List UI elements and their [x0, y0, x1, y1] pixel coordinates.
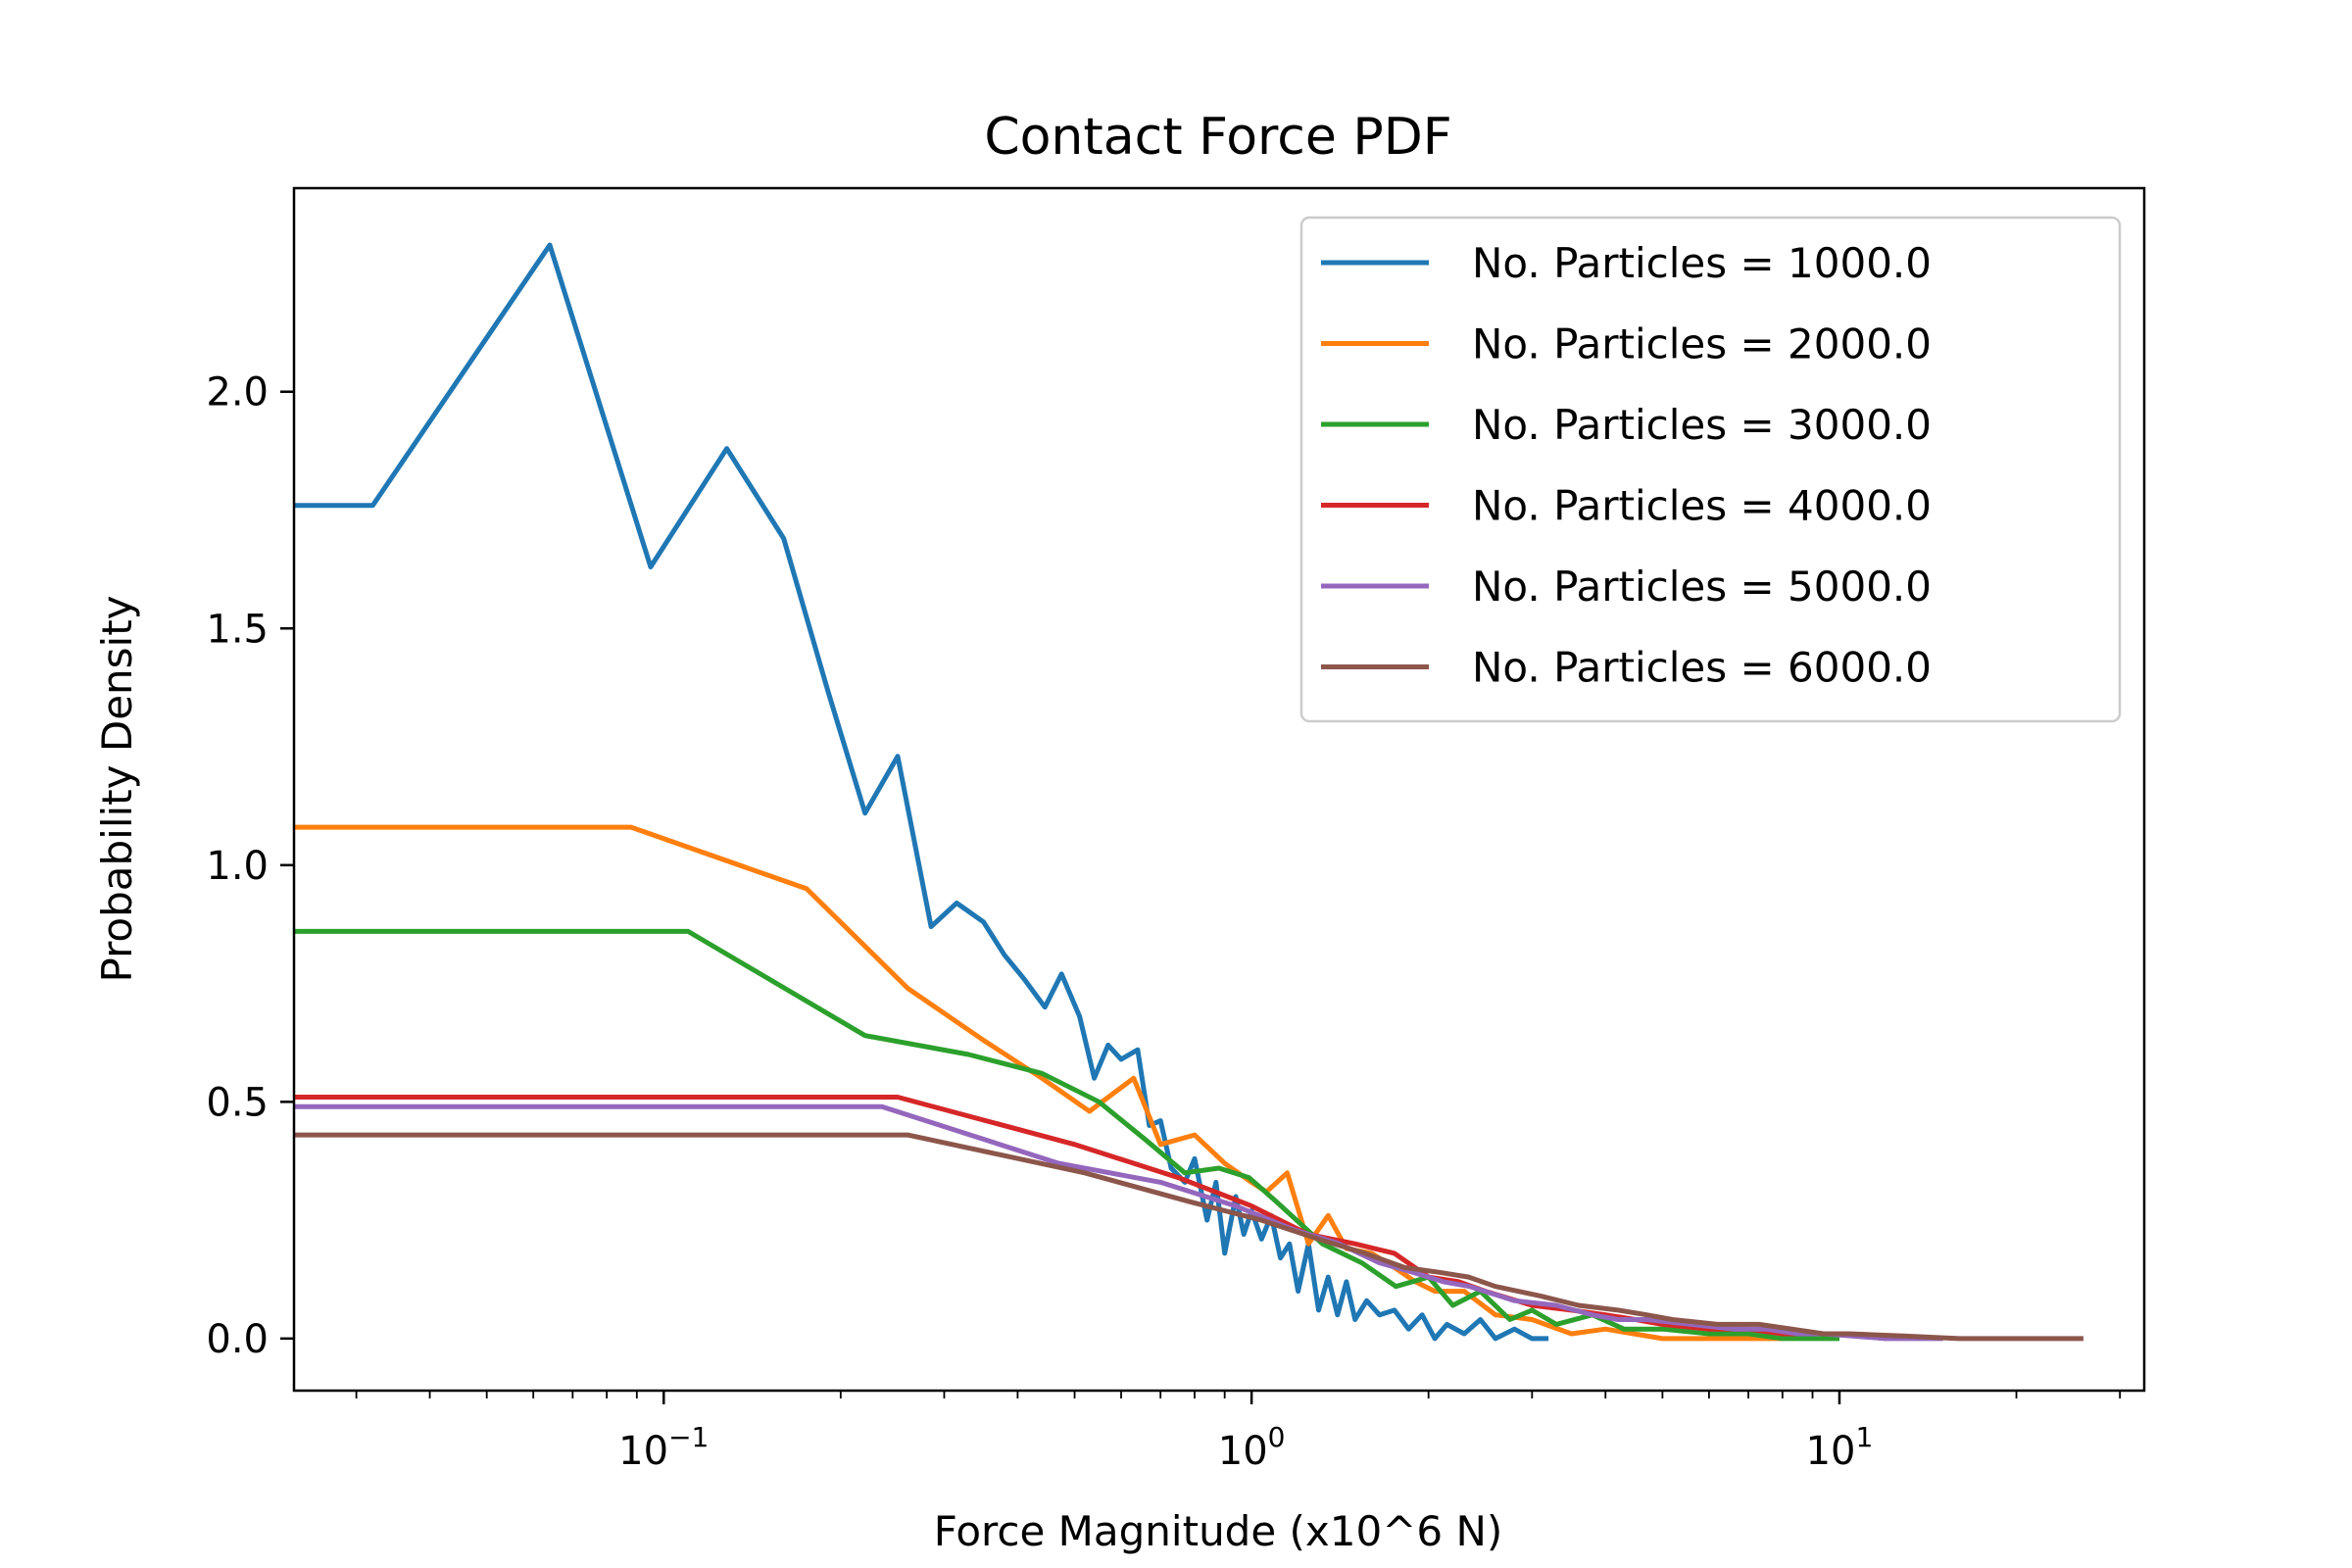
x-axis-label: Force Magnitude (x10^6 N) — [934, 1507, 1503, 1555]
y-tick-label: 0.5 — [206, 1080, 269, 1125]
series-layer — [294, 242, 2083, 1342]
legend-label-3: No. Particles = 3000.0 — [1472, 401, 1932, 449]
x-tick-label: 100 — [1218, 1421, 1286, 1474]
y-tick-label: 0.0 — [206, 1317, 269, 1362]
legend-box — [1299, 216, 2122, 723]
plot-frame — [292, 186, 2146, 1393]
legend-label-1: No. Particles = 1000.0 — [1472, 239, 1932, 287]
legend: No. Particles = 1000.0 No. Particles = 20… — [1299, 216, 2122, 723]
series-line-5 — [294, 1103, 1943, 1342]
chart-title: Contact Force PDF — [984, 108, 1451, 167]
y-axis-label: Probability Density — [93, 595, 141, 982]
series-line-3 — [294, 928, 1839, 1342]
x-axis: 10−1 100 101 — [355, 1391, 2122, 1474]
y-tick-label: 1.5 — [206, 607, 269, 652]
series-line-1 — [294, 242, 1549, 1342]
legend-label-2: No. Particles = 2000.0 — [1472, 320, 1932, 368]
legend-label-6: No. Particles = 6000.0 — [1472, 644, 1932, 692]
legend-label-4: No. Particles = 4000.0 — [1472, 482, 1932, 530]
legend-label-5: No. Particles = 5000.0 — [1472, 563, 1932, 611]
y-axis: 0.0 0.5 1.0 1.5 2.0 — [206, 370, 294, 1362]
y-tick-label: 2.0 — [206, 370, 269, 416]
series-line-6 — [294, 1132, 2083, 1342]
y-tick-label: 1.0 — [206, 844, 269, 889]
x-tick-label: 101 — [1806, 1421, 1874, 1474]
x-tick-label: 10−1 — [618, 1421, 709, 1474]
